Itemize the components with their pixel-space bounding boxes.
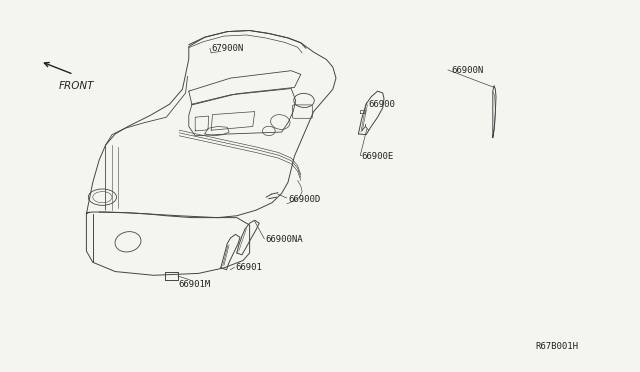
Text: 66900E: 66900E bbox=[362, 152, 394, 161]
Text: FRONT: FRONT bbox=[59, 81, 94, 90]
Text: R67B001H: R67B001H bbox=[535, 342, 579, 351]
Text: 66901: 66901 bbox=[236, 263, 262, 272]
Text: 67900N: 67900N bbox=[211, 44, 243, 53]
Text: 66900: 66900 bbox=[368, 100, 395, 109]
Text: 66901M: 66901M bbox=[178, 280, 210, 289]
Text: 66900D: 66900D bbox=[288, 195, 320, 203]
Text: 66900N: 66900N bbox=[451, 66, 483, 75]
Text: 66900NA: 66900NA bbox=[266, 235, 303, 244]
